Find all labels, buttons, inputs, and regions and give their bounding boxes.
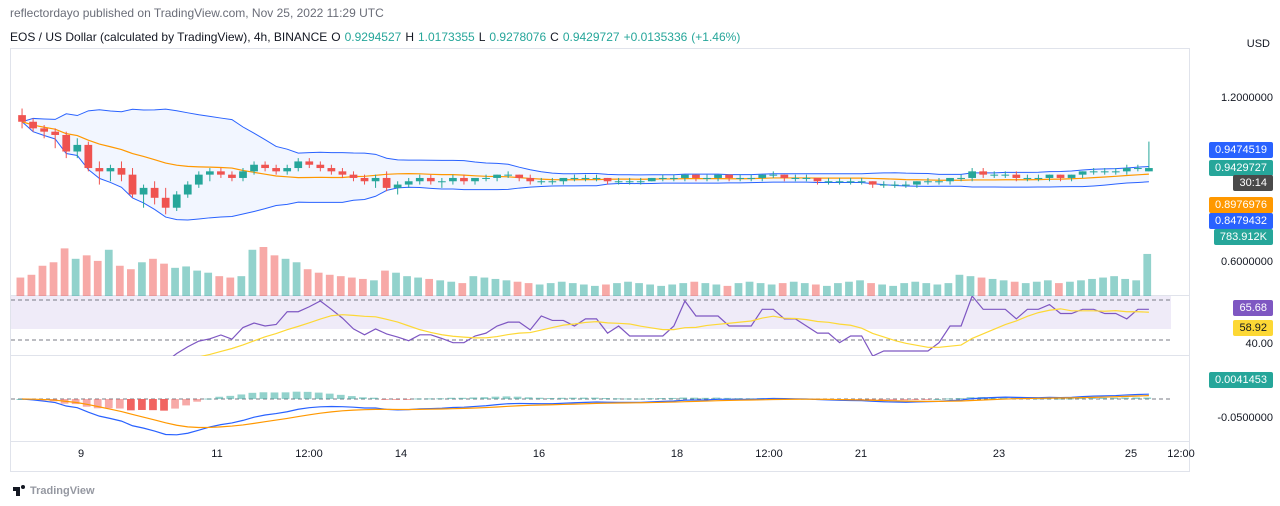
macd-pane[interactable]: 0.0041453-0.0500000	[10, 356, 1190, 442]
macd-svg	[11, 356, 1171, 442]
symbol-name: EOS / US Dollar (calculated by TradingVi…	[10, 30, 327, 44]
tradingview-watermark: TradingView	[12, 484, 95, 498]
tradingview-logo-icon	[12, 484, 26, 498]
symbol-row: EOS / US Dollar (calculated by TradingVi…	[0, 26, 1280, 48]
main-chart-pane[interactable]: 1.20000000.60000000.94745190.942972730:1…	[10, 48, 1190, 296]
time-axis: 91112:0014161812:0021232512:00	[10, 442, 1190, 472]
rsi-svg	[11, 296, 1171, 356]
price-chart-svg	[11, 49, 1171, 297]
publish-info: reflectordayo published on TradingView.c…	[0, 0, 1280, 26]
rsi-pane[interactable]: 65.6858.9240.00	[10, 296, 1190, 356]
